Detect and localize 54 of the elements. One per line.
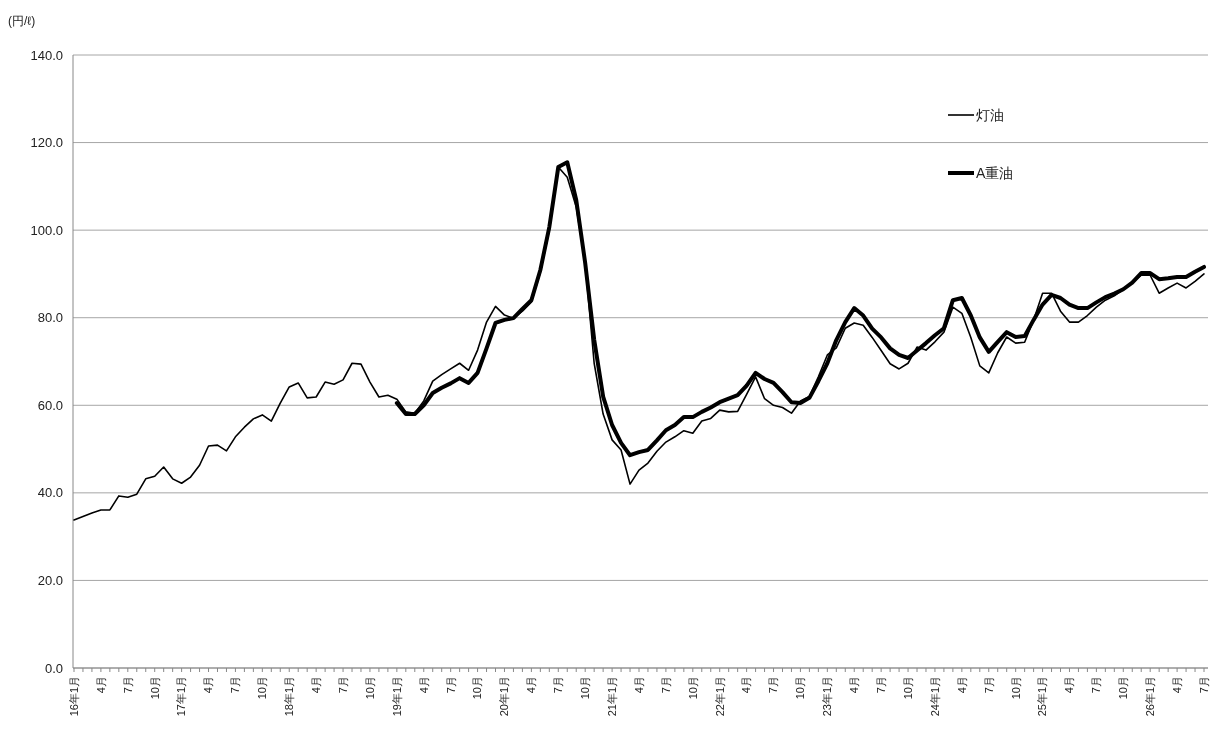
legend-label: A重油 xyxy=(976,164,1014,181)
x-tick-label: 7月 xyxy=(121,676,134,694)
x-tick-label: 4月 xyxy=(632,676,645,694)
y-tick-label: 60.0 xyxy=(37,397,63,413)
y-tick-label: 120.0 xyxy=(30,135,63,151)
x-tick-label: 7月 xyxy=(336,676,349,694)
x-tick-label: 10月 xyxy=(686,676,699,700)
x-tick-label: 4月 xyxy=(1063,676,1076,694)
x-tick-label: 10月 xyxy=(471,676,484,700)
x-tick-label: 25年1月 xyxy=(1036,676,1049,717)
x-tick-label: 7月 xyxy=(767,676,780,694)
x-tick-label: 4月 xyxy=(525,676,538,694)
y-tick-label: 140.0 xyxy=(30,47,63,63)
x-tick-label: 10月 xyxy=(1117,676,1130,700)
x-tick-label: 7月 xyxy=(1090,676,1103,694)
x-tick-label: 20年1月 xyxy=(498,676,511,717)
x-tick-label: 10月 xyxy=(579,676,592,700)
x-tick-label: 4月 xyxy=(94,676,107,694)
x-tick-label: 17年1月 xyxy=(175,676,188,717)
x-tick-label: 10月 xyxy=(148,676,161,700)
x-tick-label: 10月 xyxy=(1009,676,1022,700)
legend-label: 灯油 xyxy=(976,106,1004,123)
x-tick-label: 10月 xyxy=(794,676,807,700)
y-tick-label: 80.0 xyxy=(37,310,63,326)
x-tick-label: 10月 xyxy=(363,676,376,700)
y-tick-label: 20.0 xyxy=(37,572,63,588)
x-tick-label: 7月 xyxy=(444,676,457,694)
x-tick-label: 7月 xyxy=(229,676,242,694)
x-tick-label: 16年1月 xyxy=(67,676,80,717)
x-tick-label: 4月 xyxy=(309,676,322,694)
x-tick-label: 7月 xyxy=(1197,676,1210,694)
x-tick-label: 10月 xyxy=(901,676,914,700)
x-tick-label: 26年1月 xyxy=(1144,676,1157,717)
x-tick-label: 4月 xyxy=(202,676,215,694)
x-tick-label: 24年1月 xyxy=(928,676,941,717)
x-tick-label: 7月 xyxy=(552,676,565,694)
x-tick-label: 7月 xyxy=(982,676,995,694)
x-tick-label: 22年1月 xyxy=(713,676,726,717)
x-tick-label: 4月 xyxy=(848,676,861,694)
x-tick-label: 4月 xyxy=(740,676,753,694)
x-tick-label: 7月 xyxy=(659,676,672,694)
x-tick-label: 10月 xyxy=(256,676,269,700)
x-tick-label: 23年1月 xyxy=(821,676,834,717)
y-tick-label: 40.0 xyxy=(37,485,63,501)
y-tick-label: 0.0 xyxy=(44,660,63,676)
x-tick-label: 21年1月 xyxy=(605,676,618,717)
x-tick-label: 18年1月 xyxy=(283,676,296,717)
x-tick-label: 19年1月 xyxy=(390,676,403,717)
y-tick-label: 100.0 xyxy=(30,222,63,238)
x-tick-label: 4月 xyxy=(955,676,968,694)
x-tick-label: 4月 xyxy=(1170,676,1183,694)
y-axis-title: (円/ℓ) xyxy=(8,14,36,28)
x-tick-label: 4月 xyxy=(417,676,430,694)
x-tick-label: 7月 xyxy=(874,676,887,694)
